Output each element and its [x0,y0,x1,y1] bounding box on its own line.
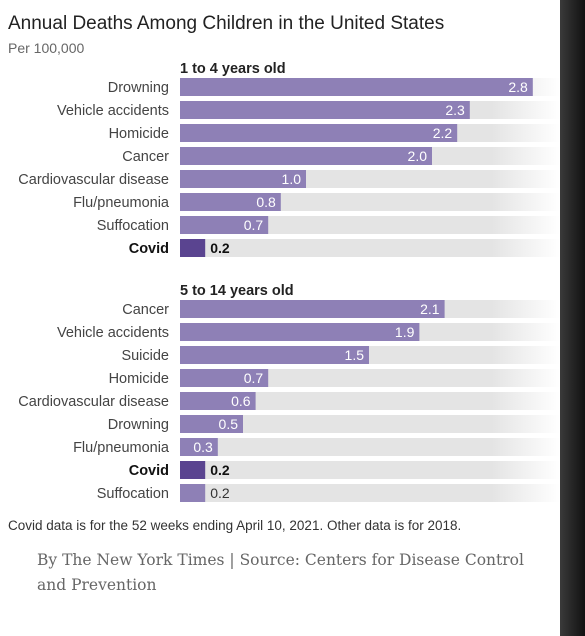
value-label: 0.6 [231,393,251,409]
bar-track [180,392,560,410]
category-label: Covid [129,241,169,257]
group-title: 1 to 4 years old [180,61,286,77]
bar-track [180,369,560,387]
bar-track [180,415,560,433]
value-label: 0.2 [210,462,230,478]
group-title: 5 to 14 years old [180,283,294,299]
value-label: 0.5 [219,416,239,432]
bar-track [180,438,560,456]
value-label: 0.7 [244,370,264,386]
bar [180,239,206,257]
value-label: 0.8 [256,194,276,210]
bar [180,392,256,410]
category-label: Vehicle accidents [57,103,169,119]
category-label: Homicide [109,126,169,142]
bar [180,438,218,456]
value-label: 2.2 [433,125,453,141]
bar [180,300,445,318]
bar [180,170,306,188]
bar-track [180,239,560,257]
bar [180,415,243,433]
category-label: Flu/pneumonia [73,195,170,211]
bar [180,461,206,479]
source-byline: By The New York Times | Source: Centers … [37,551,524,594]
chart-card: Annual Deaths Among Children in the Unit… [0,0,560,636]
bar [180,484,206,502]
value-label: 1.5 [345,347,365,363]
category-label: Suicide [121,348,169,364]
bar [180,124,458,142]
value-label: 2.1 [420,301,440,317]
category-label: Suffocation [97,218,169,234]
value-label: 1.0 [282,171,302,187]
bar [180,369,269,387]
category-label: Drowning [108,417,169,433]
chart-title: Annual Deaths Among Children in the Unit… [8,13,445,34]
chart-subtitle: Per 100,000 [8,40,85,56]
bar-track [180,216,560,234]
value-label: 0.2 [210,485,230,501]
category-label: Cardiovascular disease [18,172,169,188]
value-label: 0.3 [193,439,213,455]
bar-track [180,484,560,502]
bar [180,101,470,119]
category-label: Cancer [122,149,169,165]
value-label: 2.0 [408,148,428,164]
bar-chart: 1 to 4 years old Drowning 2.8 Vehicle accid… [18,61,560,502]
value-label: 2.8 [508,79,528,95]
category-label: Cancer [122,302,169,318]
bar [180,78,533,96]
value-label: 1.9 [395,324,415,340]
value-label: 0.2 [210,240,230,256]
bar [180,346,369,364]
bar [180,323,420,341]
window-edge [560,0,585,636]
bar [180,147,432,165]
category-label: Cardiovascular disease [18,394,169,410]
bar [180,216,269,234]
category-label: Suffocation [97,486,169,502]
bar-track [180,461,560,479]
category-label: Vehicle accidents [57,325,169,341]
value-label: 2.3 [445,102,465,118]
value-label: 0.7 [244,217,264,233]
data-note: Covid data is for the 52 weeks ending Ap… [8,518,462,533]
category-label: Drowning [108,80,169,96]
category-label: Flu/pneumonia [73,440,170,456]
category-label: Covid [129,463,169,479]
bar [180,193,281,211]
category-label: Homicide [109,371,169,387]
